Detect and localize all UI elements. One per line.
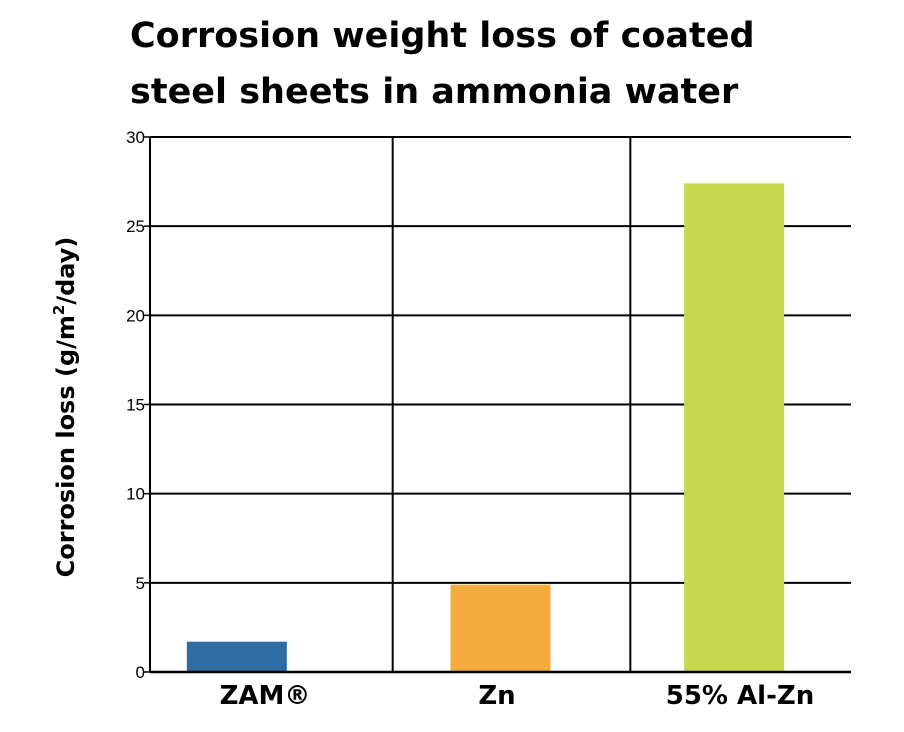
x-tick-labels: ZAM® Zn 55% Al-Zn [220, 681, 815, 711]
axes [144, 136, 851, 674]
y-tick-label-25: 25 [126, 217, 145, 236]
bar-2 [684, 183, 785, 672]
bars [186, 183, 785, 672]
x-tick-label-2: 55% Al-Zn [666, 681, 814, 711]
y-tick-label-30: 30 [126, 128, 145, 147]
y-tick-label-20: 20 [126, 306, 145, 325]
y-axis-label-main: Corrosion loss (g/m [52, 315, 80, 577]
y-tick-label-10: 10 [126, 485, 145, 504]
y-tick-label-0: 0 [136, 663, 145, 682]
y-tick-labels: 0 5 10 15 20 25 30 [126, 128, 145, 682]
chart-title: Corrosion weight loss of coated steel sh… [130, 8, 850, 120]
y-axis-label-superscript: 2 [50, 305, 68, 315]
y-tick-label-15: 15 [126, 396, 145, 415]
y-tick-label-5: 5 [136, 574, 145, 593]
chart-title-line-1: Corrosion weight loss of coated [130, 16, 755, 56]
y-axis-label-tail: /day) [52, 237, 80, 305]
chart-title-line-2: steel sheets in ammonia water [130, 72, 739, 112]
bar-0 [186, 641, 287, 672]
y-axis-label: Corrosion loss (g/m2/day) [50, 237, 80, 578]
x-tick-label-0: ZAM® [220, 681, 311, 711]
bar-1 [450, 584, 551, 672]
x-tick-label-1: Zn [478, 681, 515, 711]
